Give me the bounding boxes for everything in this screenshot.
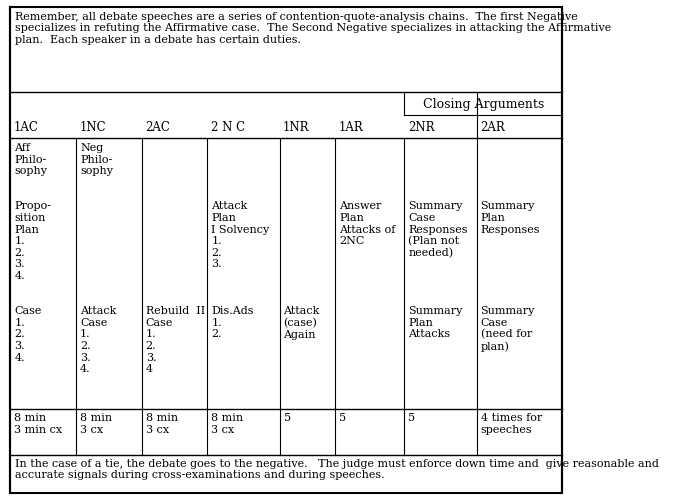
Text: 1AC: 1AC <box>14 121 39 134</box>
Text: Case
1.
2.
3.
4.: Case 1. 2. 3. 4. <box>15 306 42 362</box>
Text: In the case of a tie, the debate goes to the negative.   The judge must enforce : In the case of a tie, the debate goes to… <box>15 457 659 479</box>
Text: 1NR: 1NR <box>283 121 310 134</box>
Text: 1AR: 1AR <box>339 121 364 134</box>
Text: Summary
Plan
Responses: Summary Plan Responses <box>480 201 540 234</box>
Text: 5: 5 <box>408 412 416 422</box>
FancyBboxPatch shape <box>10 8 562 493</box>
Text: 2NR: 2NR <box>407 121 435 134</box>
Text: Attack
Plan
I Solvency
1.
2.
3.: Attack Plan I Solvency 1. 2. 3. <box>211 201 270 269</box>
Text: 4 times for
speeches: 4 times for speeches <box>480 412 542 434</box>
Text: Summary
Case
Responses
(Plan not
needed): Summary Case Responses (Plan not needed) <box>408 201 468 258</box>
Text: 8 min
3 cx: 8 min 3 cx <box>80 412 112 434</box>
Text: 2AR: 2AR <box>480 121 505 134</box>
Text: 2 N C: 2 N C <box>211 121 245 134</box>
Text: 8 min
3 cx: 8 min 3 cx <box>211 412 243 434</box>
Text: 1NC: 1NC <box>80 121 106 134</box>
Text: Rebuild  II
Case
1.
2.
3.
4: Rebuild II Case 1. 2. 3. 4 <box>146 306 205 373</box>
Text: 8 min
3 min cx: 8 min 3 min cx <box>15 412 62 434</box>
Text: Neg
Philo-
sophy: Neg Philo- sophy <box>80 143 113 176</box>
Text: Aff
Philo-
sophy: Aff Philo- sophy <box>15 143 47 176</box>
Text: Closing Arguments: Closing Arguments <box>423 98 544 111</box>
Text: Remember, all debate speeches are a series of contention-quote-analysis chains. : Remember, all debate speeches are a seri… <box>15 12 611 45</box>
Text: Attack
(case)
Again: Attack (case) Again <box>283 306 320 339</box>
Text: Summary
Case
(need for
plan): Summary Case (need for plan) <box>480 306 535 351</box>
Text: Dis.Ads
1.
2.: Dis.Ads 1. 2. <box>211 306 254 339</box>
Text: Summary
Plan
Attacks: Summary Plan Attacks <box>408 306 463 339</box>
Text: 5: 5 <box>283 412 290 422</box>
Text: Propo-
sition
Plan
1.
2.
3.
4.: Propo- sition Plan 1. 2. 3. 4. <box>15 201 51 281</box>
Text: Attack
Case
1.
2.
3.
4.: Attack Case 1. 2. 3. 4. <box>80 306 116 373</box>
Text: 5: 5 <box>340 412 346 422</box>
Text: Answer
Plan
Attacks of
2NC: Answer Plan Attacks of 2NC <box>340 201 396 246</box>
Text: 8 min
3 cx: 8 min 3 cx <box>146 412 178 434</box>
Text: 2AC: 2AC <box>145 121 170 134</box>
